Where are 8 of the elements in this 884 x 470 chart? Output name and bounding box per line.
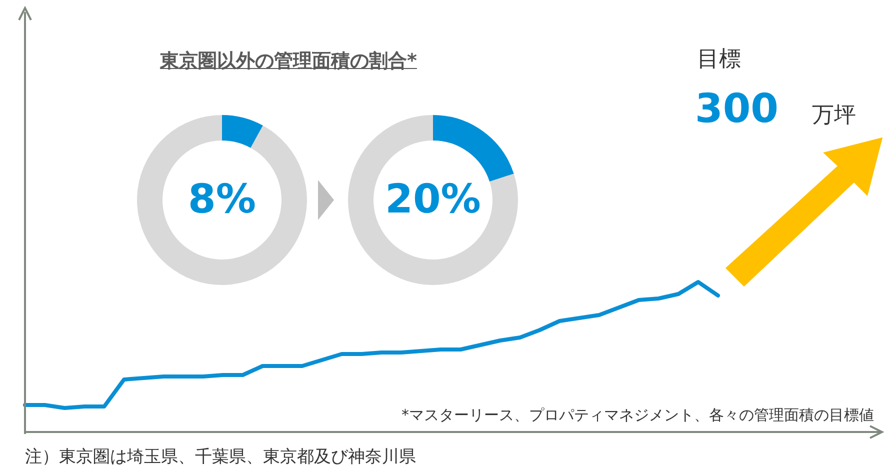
text: 注）東京圏は埼玉県、千葉県、東京都及び神奈川県	[25, 446, 416, 468]
data-label: 8%	[188, 176, 256, 222]
annotation: *マスターリース、プロパティマネジメント、各々の管理面積の目標値	[402, 406, 874, 425]
chart-title: 東京圏以外の管理面積の割合*	[160, 49, 417, 74]
text: 300	[695, 86, 778, 132]
text: 目標	[697, 46, 741, 74]
data-label: 20%	[385, 176, 481, 222]
text: 万坪	[812, 102, 856, 130]
